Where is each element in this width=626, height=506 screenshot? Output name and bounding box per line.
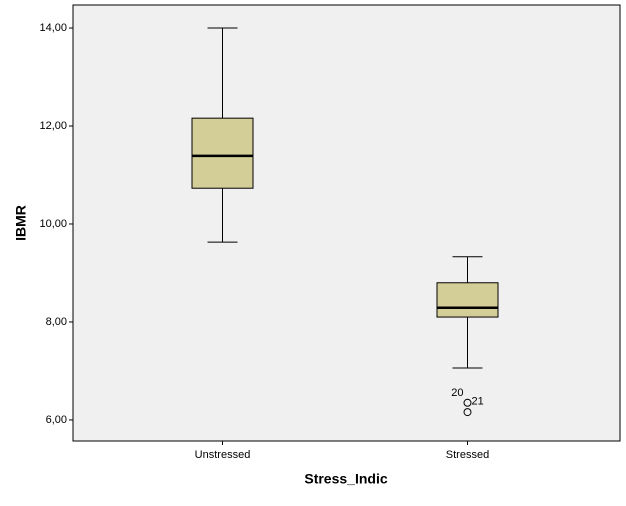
- x-axis-title: Stress_Indic: [304, 471, 387, 487]
- y-tick-label: 12,00: [39, 120, 67, 132]
- y-tick-label: 6,00: [46, 414, 67, 426]
- outlier: [463, 408, 472, 417]
- outlier-label: 21: [472, 396, 484, 408]
- y-tick-label: 8,00: [46, 316, 67, 328]
- x-tick-label: Unstressed: [195, 449, 251, 461]
- outlier-label: 20: [451, 387, 463, 399]
- box: [436, 282, 499, 318]
- plot-area: [72, 4, 621, 442]
- y-tick-label: 14,00: [39, 22, 67, 34]
- y-tick-label: 10,00: [39, 218, 67, 230]
- outlier: [463, 398, 472, 407]
- box: [191, 117, 254, 189]
- y-axis-title: IBMR: [13, 205, 29, 241]
- x-tick-label: Stressed: [446, 449, 489, 461]
